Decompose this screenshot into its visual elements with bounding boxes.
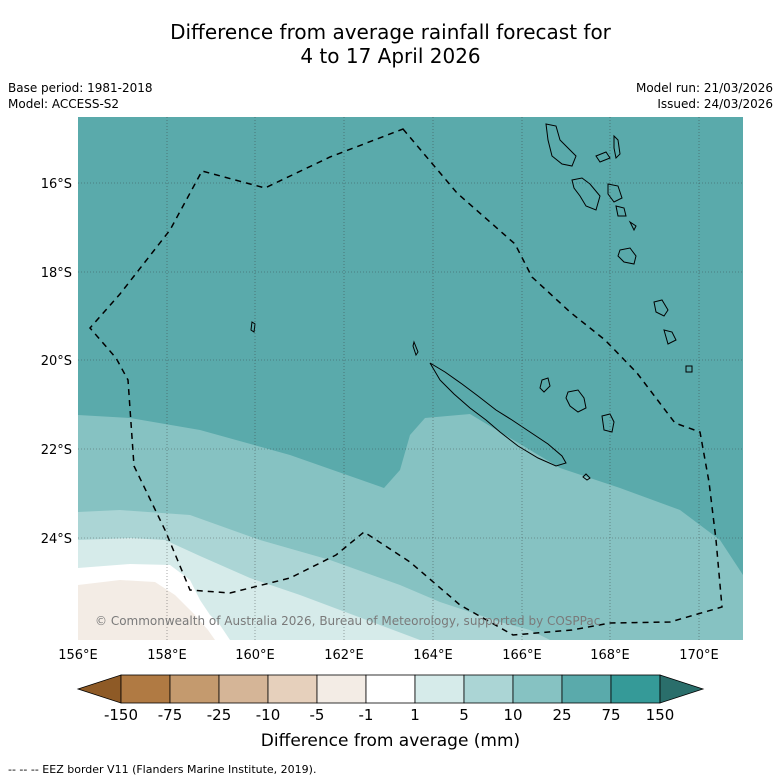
colorbar-label-3: -25: [206, 706, 232, 724]
map-title-line1: Difference from average rainfall forecas…: [170, 20, 611, 44]
colorbar-label-1: -150: [103, 706, 139, 724]
axis-labels: 16°S 18°S 20°S 22°S 24°S 156°E 158°E 160…: [41, 177, 719, 663]
base-period: Base period: 1981-2018: [8, 81, 153, 95]
colorbar-label-4: -10: [255, 706, 281, 724]
colorbar-label-5: -5: [309, 706, 325, 724]
colorbar-swatch-4: [267, 674, 318, 704]
colorbar-label-2: -75: [157, 706, 183, 724]
colorbar: [76, 674, 705, 704]
lon-label-158e: 158°E: [147, 648, 187, 663]
lat-label-22s: 22°S: [41, 443, 72, 458]
colorbar-label-12: 150: [645, 706, 675, 724]
colorbar-swatch-9: [512, 674, 563, 704]
lat-label-20s: 20°S: [41, 354, 72, 369]
lat-label-16s: 16°S: [41, 177, 72, 192]
colorbar-swatch-10: [561, 674, 612, 704]
model-run: Model run: 21/03/2026: [635, 81, 773, 95]
colorbar-swatch-1: [120, 674, 171, 704]
lon-label-156e: 156°E: [58, 648, 98, 663]
colorbar-swatch-3: [218, 674, 269, 704]
colorbar-swatch-7: [414, 674, 465, 704]
colorbar-label-9: 10: [503, 706, 523, 724]
lon-label-164e: 164°E: [413, 648, 453, 663]
colorbar-swatch-6: [365, 674, 416, 704]
colorbar-label-10: 25: [552, 706, 572, 724]
colorbar-label-8: 5: [459, 706, 469, 724]
lat-label-24s: 24°S: [41, 532, 72, 547]
colorbar-label-7: 1: [410, 706, 420, 724]
colorbar-extend-low: [76, 674, 122, 704]
colorbar-extend-high: [659, 674, 705, 704]
model-name: Model: ACCESS-S2: [8, 97, 120, 111]
colorbar-swatch-2: [169, 674, 220, 704]
colorbar-label-11: 75: [601, 706, 621, 724]
colorbar-swatch-5: [316, 674, 367, 704]
lat-label-18s: 18°S: [41, 266, 72, 281]
map-title-line2: 4 to 17 April 2026: [300, 44, 481, 68]
copyright-notice: © Commonwealth of Australia 2026, Bureau…: [95, 614, 601, 628]
colorbar-label-6: -1: [358, 706, 374, 724]
rainfall-fill: [78, 117, 743, 640]
lon-label-168e: 168°E: [590, 648, 630, 663]
issued-date: Issued: 24/03/2026: [657, 97, 773, 111]
lon-label-160e: 160°E: [235, 648, 275, 663]
map-gridlines: [78, 117, 743, 640]
colorbar-title: Difference from average (mm): [260, 731, 521, 751]
lon-label-166e: 166°E: [502, 648, 542, 663]
lon-label-162e: 162°E: [324, 648, 364, 663]
colorbar-swatch-11: [610, 674, 661, 704]
colorbar-swatch-8: [463, 674, 514, 704]
eez-footnote: -- -- -- EEZ border V11 (Flanders Marine…: [8, 763, 317, 776]
lon-label-170e: 170°E: [679, 648, 719, 663]
